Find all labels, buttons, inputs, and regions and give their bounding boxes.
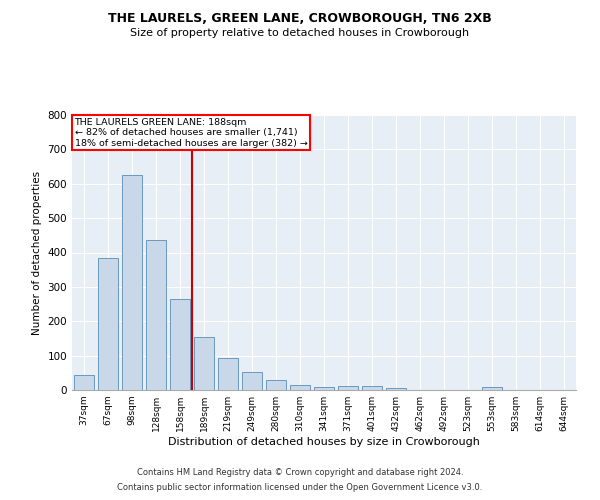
Text: Contains HM Land Registry data © Crown copyright and database right 2024.: Contains HM Land Registry data © Crown c… (137, 468, 463, 477)
Text: Contains public sector information licensed under the Open Government Licence v3: Contains public sector information licen… (118, 483, 482, 492)
Bar (170, 299, 190, 390)
Bar (290, 385, 310, 390)
Bar (146, 240, 166, 390)
Bar (218, 358, 238, 390)
Bar (482, 387, 502, 390)
Text: Size of property relative to detached houses in Crowborough: Size of property relative to detached ho… (130, 28, 470, 38)
Bar (98, 258, 118, 390)
Bar (338, 386, 358, 390)
Y-axis label: Number of detached properties: Number of detached properties (32, 170, 42, 334)
Bar (362, 386, 382, 390)
Bar (266, 380, 286, 390)
Bar (314, 386, 334, 390)
Bar (74, 374, 94, 390)
Bar (242, 372, 262, 390)
Text: THE LAURELS, GREEN LANE, CROWBOROUGH, TN6 2XB: THE LAURELS, GREEN LANE, CROWBOROUGH, TN… (108, 12, 492, 26)
X-axis label: Distribution of detached houses by size in Crowborough: Distribution of detached houses by size … (168, 437, 480, 447)
Bar (122, 175, 142, 390)
Text: THE LAURELS GREEN LANE: 188sqm
← 82% of detached houses are smaller (1,741)
18% : THE LAURELS GREEN LANE: 188sqm ← 82% of … (74, 118, 307, 148)
Bar (386, 388, 406, 390)
Bar (194, 336, 214, 390)
